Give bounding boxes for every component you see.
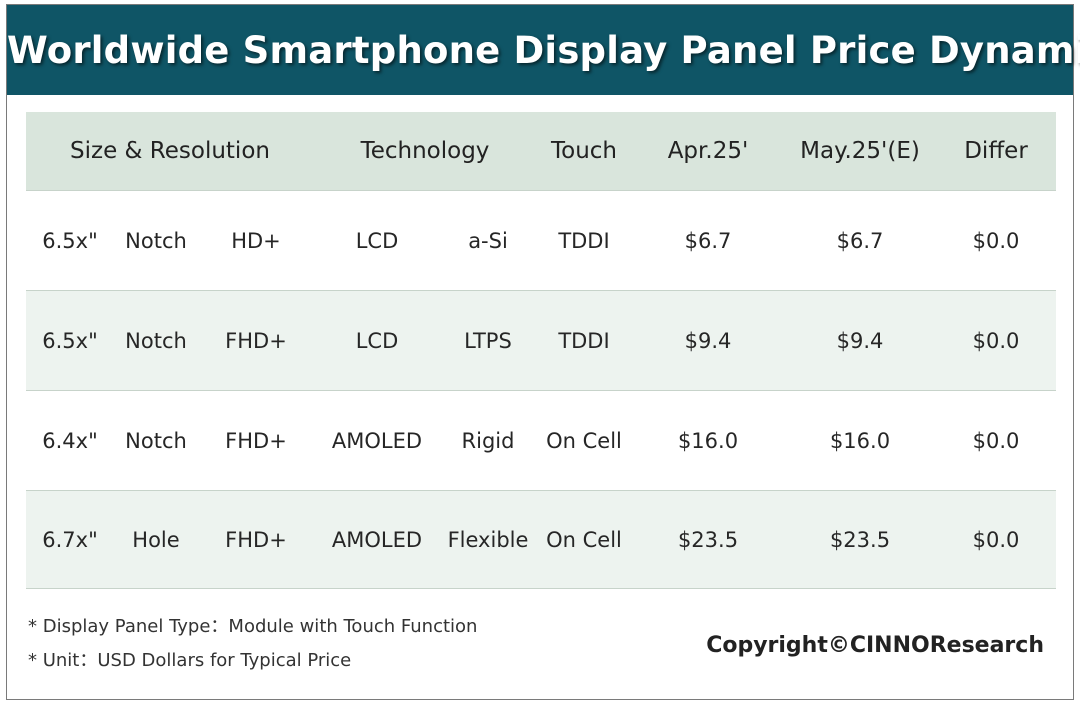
cell-may25e-price: $23.5 (829, 527, 891, 552)
cell-touch: On Cell (546, 428, 622, 453)
cell-size: 6.7x" (42, 527, 98, 552)
cell-size: 6.5x" (42, 228, 98, 253)
chart-title: Worldwide Smartphone Display Panel Price… (7, 29, 1080, 72)
cell-touch: TDDI (558, 328, 610, 353)
header-technology: Technology (360, 138, 490, 164)
cell-display-type: AMOLED (331, 527, 423, 552)
cell-resolution: HD+ (231, 228, 281, 253)
cell-may25e-price: $9.4 (836, 328, 884, 353)
table-row: 6.4x" Notch FHD+ AMOLED Rigid On Cell $1… (26, 390, 1056, 490)
cell-display-type: AMOLED (331, 428, 423, 453)
cell-differ: $0.0 (972, 228, 1020, 253)
cell-may25e-price: $6.7 (836, 228, 884, 253)
cell-differ: $0.0 (972, 328, 1020, 353)
cell-differ: $0.0 (972, 428, 1020, 453)
title-banner: Worldwide Smartphone Display Panel Price… (7, 5, 1080, 95)
cell-technology: a-Si (468, 228, 508, 253)
cell-resolution: FHD+ (225, 527, 287, 552)
cell-size: 6.5x" (42, 328, 98, 353)
cell-technology: Flexible (447, 527, 529, 552)
cell-apr25-price: $16.0 (677, 428, 739, 453)
cell-apr25-price: $23.5 (677, 527, 739, 552)
cell-screen-shape: Hole (132, 527, 180, 552)
copyright-label: Copyright©CINNOResearch (706, 633, 1044, 658)
cell-apr25-price: $9.4 (684, 328, 732, 353)
cell-may25e-price: $16.0 (829, 428, 891, 453)
header-size-resolution: Size & Resolution (70, 138, 270, 164)
cell-resolution: FHD+ (225, 328, 287, 353)
footnotes: * Display Panel Type：Module with Touch F… (28, 610, 477, 678)
header-differ: Differ (964, 138, 1028, 164)
cell-screen-shape: Notch (125, 328, 187, 353)
table-row: 6.5x" Notch FHD+ LCD LTPS TDDI $9.4 $9.4… (26, 290, 1056, 390)
header-may25e: May.25'(E) (800, 138, 920, 164)
table-row: 6.7x" Hole FHD+ AMOLED Flexible On Cell … (26, 490, 1056, 589)
cell-technology: Rigid (461, 428, 515, 453)
header-apr25: Apr.25' (667, 138, 749, 164)
cell-display-type: LCD (355, 228, 399, 253)
cell-display-type: LCD (355, 328, 399, 353)
cell-size: 6.4x" (42, 428, 98, 453)
cell-touch: TDDI (558, 228, 610, 253)
cell-apr25-price: $6.7 (684, 228, 732, 253)
cell-screen-shape: Notch (125, 428, 187, 453)
cell-differ: $0.0 (972, 527, 1020, 552)
table-header-row: Size & Resolution Technology Touch Apr.2… (26, 112, 1056, 190)
footnote-unit: * Unit：USD Dollars for Typical Price (28, 650, 352, 671)
footnote-panel-type: * Display Panel Type：Module with Touch F… (28, 616, 478, 637)
table-row: 6.5x" Notch HD+ LCD a-Si TDDI $6.7 $6.7 … (26, 190, 1056, 290)
cell-screen-shape: Notch (125, 228, 187, 253)
cell-technology: LTPS (464, 328, 512, 353)
cell-touch: On Cell (546, 527, 622, 552)
cell-resolution: FHD+ (225, 428, 287, 453)
header-touch: Touch (550, 138, 617, 164)
